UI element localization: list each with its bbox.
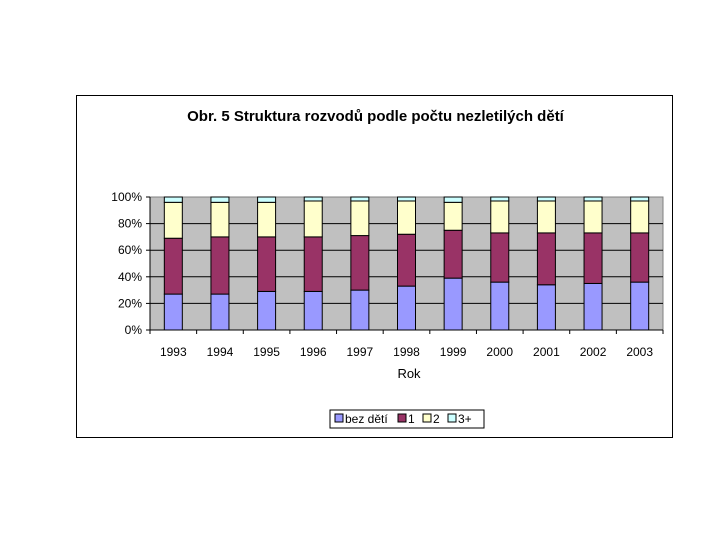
- bar-segment: [583, 232, 603, 284]
- bar-segment: [490, 196, 510, 202]
- x-tick-label: 1997: [347, 345, 374, 359]
- bar-segment: [536, 200, 556, 234]
- bar-segment: [536, 232, 556, 286]
- x-tick-label: 2000: [486, 345, 513, 359]
- x-tick-label: 2002: [580, 345, 607, 359]
- bar-segment: [350, 235, 370, 291]
- axes: [146, 196, 664, 334]
- bar-segment: [303, 200, 323, 238]
- x-tick-label: 1999: [440, 345, 467, 359]
- x-tick-label: 1993: [160, 345, 187, 359]
- bars: [163, 196, 650, 331]
- x-tick-labels: 1993 1994 1995 1996 1997 1998 1999 2000 2001 2002…: [160, 345, 653, 359]
- bar-segment: [583, 200, 603, 234]
- bar-segment: [210, 236, 230, 295]
- legend-label: 2: [433, 412, 440, 426]
- bar-segment: [490, 232, 510, 283]
- y-tick-label: 0%: [125, 323, 143, 337]
- x-tick-label: 2003: [626, 345, 653, 359]
- bar-segment: [163, 237, 183, 295]
- chart-frame: Obr. 5 Struktura rozvodů podle počtu nez…: [76, 95, 673, 438]
- bar-segment: [257, 196, 277, 203]
- bar-segment: [210, 196, 230, 203]
- x-axis-title: Rok: [397, 366, 421, 381]
- bar-segment: [397, 200, 416, 235]
- y-tick-label: 80%: [118, 217, 142, 231]
- bar-segment: [303, 236, 323, 292]
- legend-swatch: [334, 413, 344, 423]
- bar-segment: [583, 196, 603, 202]
- bar-segment: [257, 201, 277, 238]
- bar-segment: [630, 196, 650, 202]
- bar-segment: [443, 277, 463, 331]
- bar-segment: [257, 290, 277, 331]
- bar-segment: [350, 200, 370, 237]
- chart-title: Obr. 5 Struktura rozvodů podle počtu nez…: [187, 108, 564, 125]
- x-tick-label: 1998: [393, 345, 420, 359]
- legend-swatch: [422, 413, 432, 423]
- x-tick-label: 1995: [253, 345, 280, 359]
- legend-swatch: [397, 413, 407, 423]
- legend-label: bez dětí: [345, 412, 388, 426]
- bar-segment: [163, 293, 183, 331]
- legend-box: [329, 409, 485, 429]
- bar-segment: [536, 284, 556, 331]
- bar-segment: [490, 281, 510, 331]
- bar-segment: [163, 196, 183, 203]
- bar-segment: [257, 236, 277, 292]
- y-tick-label: 100%: [111, 190, 142, 204]
- legend-label: 3+: [458, 412, 472, 426]
- bar-segment: [443, 196, 463, 203]
- y-tick-label: 20%: [118, 296, 142, 310]
- bar-segment: [630, 232, 650, 283]
- legend: bez dětí 1 2 3+: [329, 409, 485, 429]
- bar-segment: [630, 281, 650, 331]
- bar-segment: [350, 289, 370, 331]
- y-tick-label: 40%: [118, 270, 142, 284]
- bar-segment: [490, 200, 510, 234]
- bar-segment: [583, 282, 603, 331]
- bar-segment: [350, 196, 370, 202]
- bar-segment: [303, 290, 323, 331]
- x-tick-label: 1994: [207, 345, 234, 359]
- bar-segment: [443, 229, 463, 279]
- chart-svg: 0%20%40%60%80%100% 1993 1994 1995 1996 1997 1…: [111, 190, 664, 429]
- bar-segment: [397, 285, 416, 331]
- bar-segment: [630, 200, 650, 234]
- bar-segment: [536, 196, 556, 202]
- y-tick-label: 60%: [118, 243, 142, 257]
- x-tick-label: 1996: [300, 345, 327, 359]
- bar-segment: [443, 201, 463, 231]
- bar-segment: [303, 196, 323, 202]
- x-tick-label: 2001: [533, 345, 560, 359]
- bar-segment: [210, 201, 230, 238]
- bar-segment: [397, 233, 416, 287]
- legend-label: 1: [408, 412, 415, 426]
- y-tick-labels: 0% 20% 40% 60% 80% 100%: [111, 190, 142, 337]
- bar-segment: [397, 196, 416, 202]
- bar-segment: [163, 201, 183, 239]
- bar-segment: [210, 293, 230, 331]
- legend-swatch: [447, 413, 457, 423]
